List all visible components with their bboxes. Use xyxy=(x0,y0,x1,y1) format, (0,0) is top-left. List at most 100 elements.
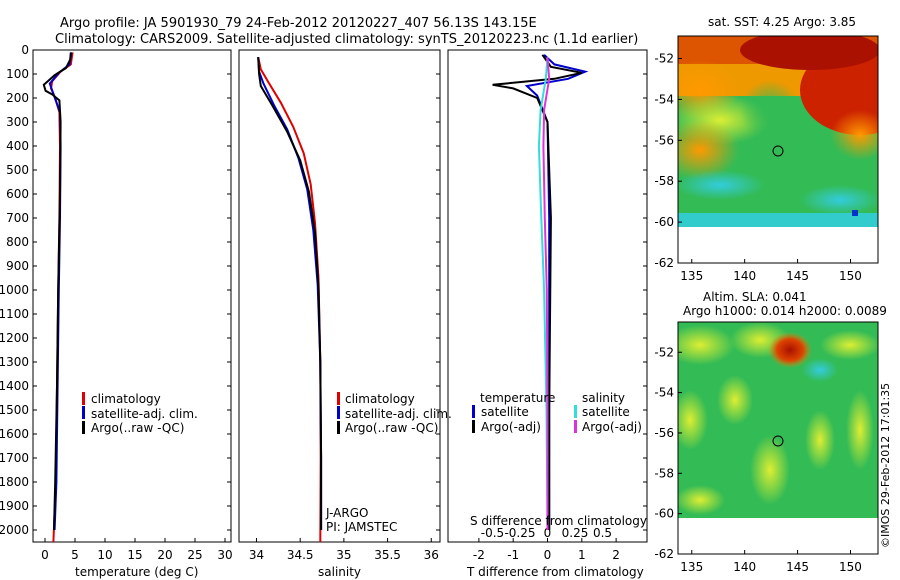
series-line-climatology xyxy=(49,52,74,543)
x-tick-label: 0 xyxy=(544,548,552,562)
lat-tick-label: -52 xyxy=(654,51,674,65)
lon-tick-label: 150 xyxy=(839,560,862,574)
temperature-axes-box xyxy=(32,49,232,543)
depth-tick-label: 200 xyxy=(6,91,29,105)
x-tick-label: 10 xyxy=(97,548,112,562)
series-line-temperature-argo-adj- xyxy=(492,54,583,530)
legend-label-argo: Argo(..raw -QC) xyxy=(91,421,184,435)
lon-tick-label: 145 xyxy=(786,560,809,574)
lat-tick-label: -62 xyxy=(654,547,674,561)
depth-tick-label: 1600 xyxy=(0,427,29,441)
x-tick-label: 1 xyxy=(578,548,586,562)
salinity-panel: 34 34.5 35 35.5 36 salinity climatology sate… xyxy=(238,49,452,579)
title-line-1: Argo profile: JA 5901930_79 24-Feb-2012 … xyxy=(60,16,537,31)
x-tick-label: 36 xyxy=(424,548,439,562)
sla-map-title-2: Argo h1000: 0.014 h2000: 0.0089 xyxy=(683,304,887,318)
depth-tick-label: 1400 xyxy=(0,379,29,393)
salinity-x-axis: 34 34.5 35 35.5 36 xyxy=(249,49,440,562)
imos-credit: ©IMOS 29-Feb-2012 17:01:35 xyxy=(879,383,892,548)
lon-tick-label: 150 xyxy=(839,269,862,283)
lat-tick-label: -58 xyxy=(654,466,674,480)
sst-map-axes: 135 140 145 150 -52 -54 -56 -58 -60 -62 xyxy=(654,51,862,283)
difference-series xyxy=(492,54,589,531)
temperature-series xyxy=(42,52,74,543)
lon-tick-label: 140 xyxy=(733,560,756,574)
lat-tick-label: -62 xyxy=(654,256,674,270)
legend-label-satellite: satellite-adj. clim. xyxy=(345,407,452,421)
legend-label-t-argo: Argo(-adj) xyxy=(481,420,541,434)
title-line-2: Climatology: CARS2009. Satellite-adjuste… xyxy=(55,32,638,47)
depth-tick-label: 1800 xyxy=(0,475,29,489)
lat-tick-label: -56 xyxy=(654,426,674,440)
salinity-series xyxy=(257,56,323,543)
sst-map-panel: sat. SST: 4.25 Argo: 3.85 135 140 145 150 -5… xyxy=(654,15,879,283)
legend-swatch-argo xyxy=(337,421,340,434)
s-tick-label: -0.5 xyxy=(481,526,504,540)
series-line-salinity-satellite xyxy=(537,57,549,531)
legend-swatch-t-argo xyxy=(472,420,475,433)
lat-tick-label: -52 xyxy=(654,345,674,359)
lon-tick-label: 140 xyxy=(733,269,756,283)
lat-tick-label: -58 xyxy=(654,174,674,188)
legend-swatch-argo xyxy=(82,421,85,434)
lat-tick-label: -56 xyxy=(654,133,674,147)
x-tick-label: 2 xyxy=(612,548,620,562)
depth-tick-label: 1200 xyxy=(0,331,29,345)
argo-location-marker xyxy=(772,145,784,157)
sla-map-title-1: Altim. SLA: 0.041 xyxy=(703,290,807,304)
depth-tick-label: 500 xyxy=(6,163,29,177)
annotation-j-argo: J-ARGO xyxy=(325,506,368,520)
series-line-argo-raw-qc- xyxy=(257,57,323,530)
depth-tick-label: 1100 xyxy=(0,307,29,321)
x-tick-label: 35 xyxy=(336,548,351,562)
legend-label-satellite: satellite-adj. clim. xyxy=(91,407,198,421)
depth-axis: 0 100 200 300 400 500 600 700 800 900 1000 1100 1200… xyxy=(0,43,231,537)
sla-map-image xyxy=(678,322,878,518)
sst-map-title: sat. SST: 4.25 Argo: 3.85 xyxy=(708,15,856,29)
legend-label-s-argo: Argo(-adj) xyxy=(582,420,642,434)
legend-heading-salinity: salinity xyxy=(582,391,625,405)
x-tick-label: 34.5 xyxy=(287,548,314,562)
s-difference-label: S difference from climatology xyxy=(470,514,647,528)
legend-label-s-satellite: satellite xyxy=(582,405,630,419)
t-difference-label: T difference from climatology xyxy=(466,565,644,579)
sst-map-image xyxy=(678,36,878,227)
s-tick-label: 0 xyxy=(544,526,552,540)
legend-swatch-satellite xyxy=(82,406,85,419)
difference-legend: temperature satellite Argo(-adj) salinit… xyxy=(472,391,642,434)
depth-tick-label: 2000 xyxy=(0,523,29,537)
x-tick-label: 0 xyxy=(41,548,49,562)
lat-tick-label: -60 xyxy=(654,507,674,521)
x-tick-label: 5 xyxy=(71,548,79,562)
lat-tick-label: -54 xyxy=(654,386,674,400)
depth-tick-label: 900 xyxy=(6,259,29,273)
salinity-axes-box xyxy=(238,49,441,543)
salinity-legend: climatology satellite-adj. clim. Argo(..… xyxy=(337,392,452,435)
x-tick-label: -1 xyxy=(507,548,519,562)
sla-map-frame xyxy=(677,321,879,555)
temperature-x-label: temperature (deg C) xyxy=(75,565,198,579)
salinity-x-label: salinity xyxy=(318,565,361,579)
depth-tick-label: 0 xyxy=(21,43,29,57)
series-line-climatology xyxy=(257,56,322,543)
legend-label-climatology: climatology xyxy=(345,392,415,406)
difference-panel: -2 -1 0 1 2 -0.5 -0.25 0 0.25 0.5 S difference f… xyxy=(447,49,648,579)
s-tick-label: -0.25 xyxy=(504,526,535,540)
legend-heading-temperature: temperature xyxy=(480,391,555,405)
sla-map-panel: Altim. SLA: 0.041 Argo h1000: 0.014 h200… xyxy=(654,290,886,574)
lon-tick-label: 145 xyxy=(786,269,809,283)
legend-swatch-satellite xyxy=(337,406,340,419)
depth-tick-label: 300 xyxy=(6,115,29,129)
series-line-satellite-adj-clim- xyxy=(257,57,323,530)
lon-tick-label: 135 xyxy=(680,560,703,574)
legend-label-argo: Argo(..raw -QC) xyxy=(345,421,438,435)
temperature-panel: 0100200300400500600700800900100011001200… xyxy=(0,43,233,579)
depth-tick-label: 1500 xyxy=(0,403,29,417)
legend-swatch-climatology xyxy=(82,392,85,405)
x-tick-label: 34 xyxy=(249,548,264,562)
x-tick-label: 15 xyxy=(127,548,142,562)
x-tick-label: -2 xyxy=(473,548,485,562)
series-line-argo-raw-qc- xyxy=(42,52,72,531)
legend-swatch-climatology xyxy=(337,392,340,405)
